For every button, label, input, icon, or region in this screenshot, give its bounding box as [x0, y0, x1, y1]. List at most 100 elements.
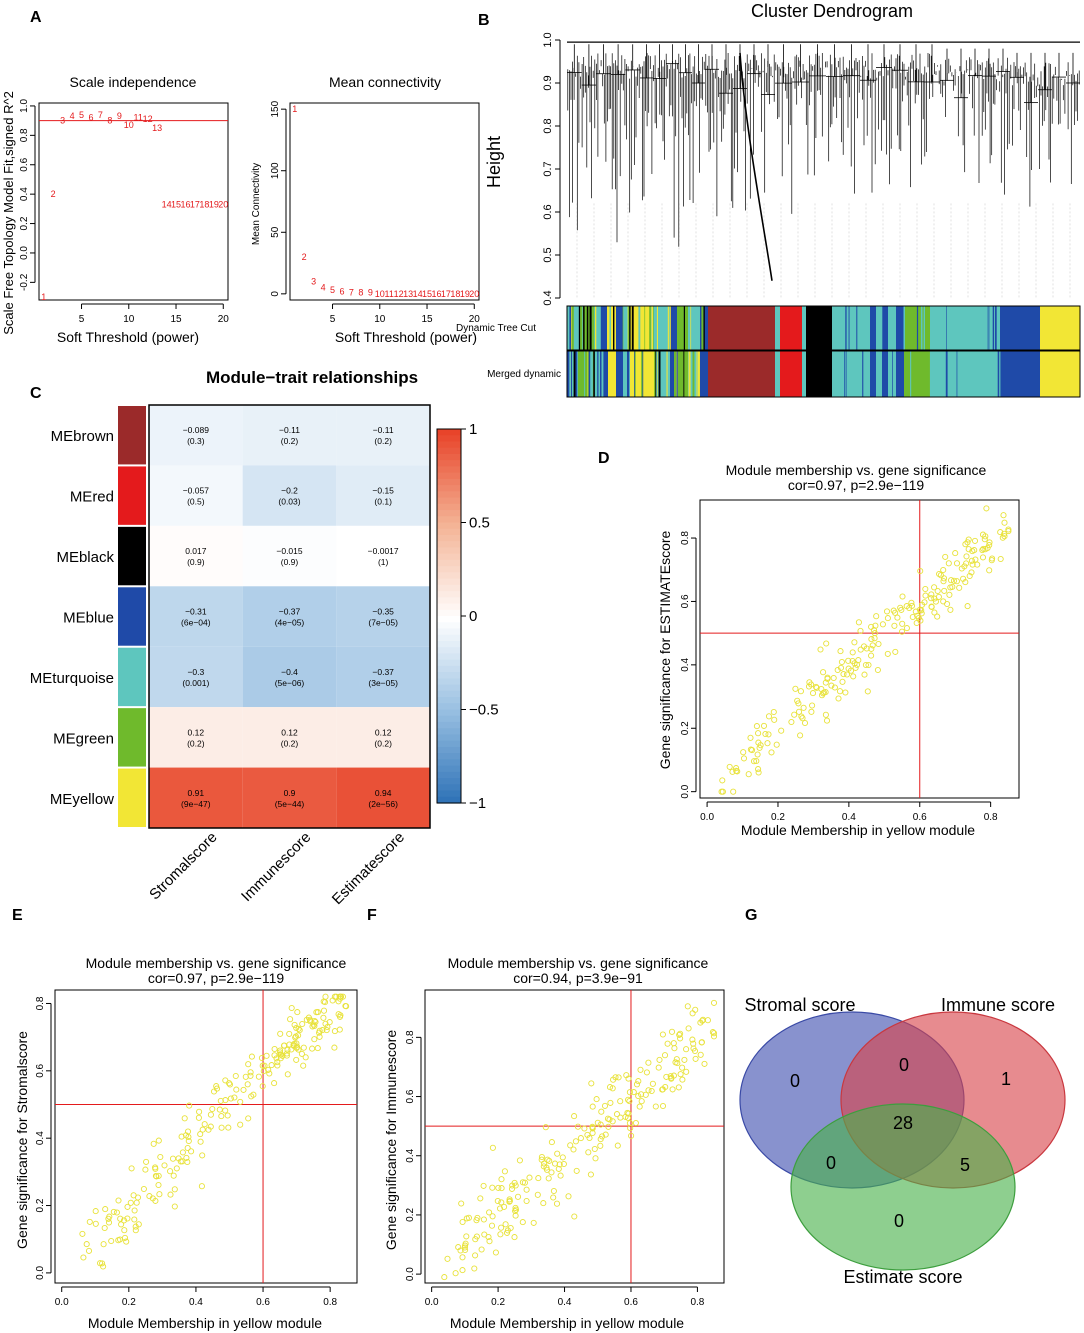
gene-point [875, 640, 882, 648]
gene-point [92, 1220, 99, 1227]
gene-point [947, 606, 954, 613]
module-color-stripe [582, 306, 583, 350]
gene-point [274, 1059, 281, 1066]
gene-point [588, 1080, 595, 1087]
gene-point [155, 1172, 162, 1179]
gene-point [309, 1023, 316, 1030]
color-scale-step [437, 441, 461, 449]
heatmap-cell-pvalue: (7e−05) [368, 618, 398, 628]
color-scale-step [437, 728, 461, 736]
module-color-band [630, 306, 638, 350]
power-point-label: 18 [450, 289, 460, 299]
gene-point [740, 749, 747, 756]
gene-point [155, 1181, 162, 1189]
module-row-label: MEblack [56, 549, 114, 566]
panel-label-e: E [12, 907, 23, 924]
module-color-stripe [578, 306, 581, 350]
gene-point [226, 1081, 234, 1088]
x-tick-label: 0.2 [122, 1297, 136, 1308]
module-color-band [780, 306, 802, 350]
gene-point [478, 1246, 485, 1253]
module-color-band [616, 351, 623, 397]
module-color-stripe [888, 351, 890, 397]
y-tick-label: 0.5 [542, 247, 554, 262]
color-scale-step [437, 734, 461, 742]
module-color-stripe [903, 306, 905, 350]
gene-point [820, 669, 827, 676]
scatter-immune: Module membership vs. gene significance … [383, 955, 725, 1331]
heatmap-cell [149, 586, 243, 647]
module-color-band [802, 306, 806, 350]
module-color-band [930, 351, 946, 397]
gene-point [740, 755, 748, 762]
gene-point [625, 1096, 632, 1103]
gene-point [965, 536, 972, 543]
gene-point [797, 688, 804, 695]
power-point-label: 20 [218, 199, 228, 209]
module-color-stripe [654, 351, 656, 397]
gene-point [132, 1227, 139, 1234]
module-color-stripe [609, 306, 611, 350]
gene-point [940, 575, 948, 582]
y-tick-label: 0.0 [405, 1267, 416, 1281]
gene-point [497, 1231, 504, 1238]
color-scale-step [437, 528, 461, 536]
gene-point [178, 1133, 185, 1140]
module-color-stripe [591, 351, 593, 397]
gene-point [140, 1185, 147, 1193]
gene-point [303, 1016, 310, 1023]
x-tick-label: 0.0 [55, 1297, 69, 1308]
module-color-band [775, 351, 780, 397]
power-point-label: 5 [79, 110, 84, 120]
gene-point [795, 708, 803, 715]
power-point-label: 3 [311, 277, 316, 287]
gene-point [184, 1128, 192, 1135]
heatmap-cell-pvalue: (5e−44) [275, 799, 305, 809]
gene-point [167, 1191, 174, 1198]
module-color-stripe [595, 306, 597, 350]
color-scale-step [437, 609, 461, 617]
row-label-dynamic-tree-cut: Dynamic Tree Cut [456, 323, 536, 334]
color-scale-step [437, 721, 461, 729]
module-color-stripe [676, 351, 678, 397]
heatmap-cell-value: −0.2 [281, 486, 298, 496]
module-color-stripe [929, 351, 931, 397]
color-scale-step [437, 510, 461, 517]
gene-point [626, 1098, 633, 1105]
gene-point [506, 1198, 513, 1205]
gene-point [645, 1059, 652, 1066]
gene-point [124, 1215, 131, 1222]
gene-point [222, 1097, 229, 1104]
color-scale-step [437, 491, 461, 499]
gene-point [649, 1080, 656, 1087]
gene-point [855, 619, 862, 626]
module-color-stripe [696, 351, 698, 397]
gene-point [79, 1230, 86, 1237]
gene-point [571, 1113, 578, 1120]
gene-point [836, 688, 844, 695]
module-color-stripe [856, 306, 858, 350]
gene-point [928, 595, 935, 602]
gene-point [587, 1171, 594, 1178]
heatmap-cell-value: −0.37 [372, 667, 394, 677]
gene-point [944, 600, 951, 608]
color-scale-step [437, 503, 461, 511]
gene-point [934, 587, 941, 595]
power-point-label: 18 [199, 199, 209, 209]
module-color-stripe [892, 351, 893, 397]
color-scale-step [437, 778, 461, 785]
gene-point [958, 565, 965, 572]
gene-point [498, 1176, 505, 1183]
gene-point [572, 1138, 579, 1145]
gene-point [605, 1123, 612, 1130]
scatter-estimate: Module membership vs. gene significance … [657, 462, 1020, 838]
gene-point [173, 1165, 180, 1172]
heatmap-cell [149, 707, 243, 768]
gene-point [778, 727, 785, 734]
gene-point [692, 1006, 699, 1013]
module-color-band [832, 306, 870, 350]
heatmap-cell-value: 0.12 [375, 727, 392, 737]
gene-point [730, 788, 737, 795]
module-color-stripe [702, 306, 705, 350]
gene-point [217, 1097, 224, 1104]
